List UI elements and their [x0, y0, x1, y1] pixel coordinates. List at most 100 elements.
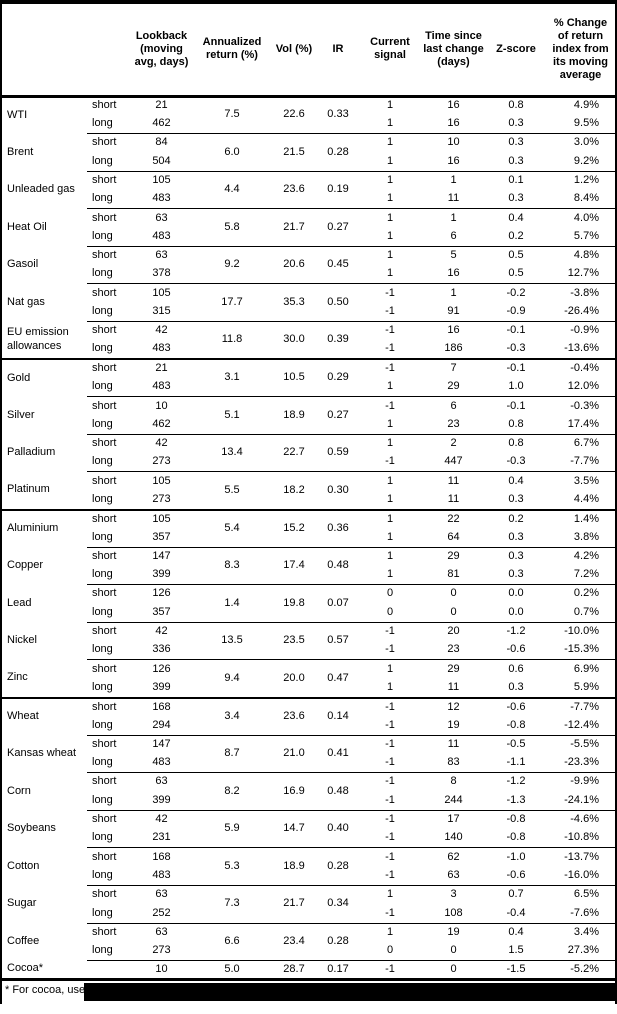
- horizon-label: long: [92, 492, 113, 505]
- horizon-label: short: [87, 170, 129, 190]
- z-score-value: -0.4: [506, 906, 526, 919]
- vol-value: 14.7: [270, 809, 318, 848]
- z-score-value: -0.1: [485, 321, 547, 341]
- days-since-change-value: 63: [447, 868, 460, 881]
- commodity-name: Platinum: [7, 483, 50, 496]
- commodity-name: Sugar: [7, 897, 37, 910]
- horizon-label: short: [87, 884, 129, 905]
- z-score-value: -0.6: [506, 868, 526, 881]
- days-since-change-value: 64: [447, 530, 460, 543]
- days-since-change-value: 8: [422, 772, 485, 792]
- ir-value: 0.33: [327, 108, 349, 121]
- horizon-label: long: [92, 455, 113, 468]
- days-since-change-value: 1: [422, 170, 485, 190]
- table-row: Brent short 84 6.0 21.5 0.28 1 10 0.3 3.0%: [2, 133, 615, 172]
- pct-change-value: 5.7%: [573, 229, 599, 242]
- horizon-label: long: [92, 305, 113, 318]
- footnote-text: * For cocoa, uses c: [5, 983, 100, 996]
- horizon-label: short: [87, 621, 129, 642]
- days-since-change-value: 23: [447, 643, 460, 656]
- ir-value: 0.50: [318, 283, 358, 322]
- days-since-change-value: 81: [447, 568, 460, 581]
- table-row: Lead short 126 1.4 19.8 0.07 0 0 0.0 0.2%: [2, 584, 615, 623]
- table-row: Corn short 63 8.2 16.9 0.48 -1 8 -1.2 -9.9%: [2, 772, 615, 811]
- commodity-name: Kansas wheat: [7, 747, 77, 760]
- z-score-value: 0.2: [508, 229, 524, 242]
- horizon-label: long: [92, 117, 113, 130]
- lookback-value: 462: [152, 417, 171, 430]
- pct-change-value: -13.6%: [564, 342, 599, 355]
- signal-value: 1: [358, 659, 422, 679]
- ir-value: 0.34: [318, 884, 358, 924]
- z-score-value: 0.3: [508, 680, 524, 693]
- pct-change-value: 9.5%: [573, 117, 599, 130]
- lookback-value: 126: [129, 584, 194, 604]
- annualized-return-value: 5.1: [194, 396, 270, 435]
- lookback-value: 42: [129, 321, 194, 341]
- signal-value: -1: [385, 718, 395, 731]
- days-since-change-value: 19: [447, 718, 460, 731]
- pct-change-value: 1.2%: [547, 170, 615, 190]
- signal-value: 1: [358, 922, 422, 942]
- days-since-change-value: 3: [422, 884, 485, 905]
- pct-change-value: -13.7%: [547, 847, 615, 867]
- days-since-change-value: 10: [422, 133, 485, 153]
- table-row: Wheat short 168 3.4 23.6 0.14 -1 12 -0.6 -7.7%: [2, 696, 615, 736]
- z-score-value: 0.1: [485, 170, 547, 190]
- lookback-value: 63: [129, 772, 194, 792]
- lookback-value: 399: [152, 568, 171, 581]
- pct-change-value: 5.9%: [573, 680, 599, 693]
- horizon-label: short: [87, 208, 129, 228]
- signal-value: 0: [386, 944, 394, 957]
- pct-change-value: 6.9%: [547, 659, 615, 679]
- signal-value: -1: [358, 396, 422, 416]
- ir-value: 0.59: [318, 433, 358, 472]
- z-score-value: 1.5: [508, 944, 524, 957]
- horizon-label: long: [92, 380, 113, 393]
- vol-value: 22.7: [270, 433, 318, 472]
- days-since-change-value: 29: [422, 546, 485, 566]
- annualized-return-value: 13.4: [194, 433, 270, 472]
- z-score-value: -0.8: [506, 831, 526, 844]
- annualized-return-value: 5.4: [194, 508, 270, 548]
- vol-value: 17.4: [270, 546, 318, 585]
- z-score-value: -0.8: [506, 718, 526, 731]
- vol-value: 16.9: [270, 772, 318, 811]
- signal-value: 1: [358, 508, 422, 529]
- ir-value: 0.28: [318, 133, 358, 172]
- z-score-value: -0.1: [485, 396, 547, 416]
- days-since-change-value: 22: [422, 508, 485, 529]
- z-score-value: 0.5: [508, 267, 524, 280]
- vol-value: 21.7: [270, 208, 318, 247]
- days-since-change-value: 140: [444, 831, 463, 844]
- ir-value: 0.30: [318, 471, 358, 510]
- signal-value: 1: [358, 170, 422, 190]
- lookback-value: 21: [129, 358, 194, 378]
- horizon-label: short: [87, 321, 129, 341]
- signal-value: 1: [386, 267, 394, 280]
- z-score-value: -1.3: [506, 793, 526, 806]
- horizon-label: short: [87, 584, 129, 604]
- signal-value: -1: [358, 809, 422, 830]
- table-row: Aluminium short 105 5.4 15.2 0.36 1 22 0.2 1.4%: [2, 508, 615, 548]
- table-row: Platinum short 105 5.5 18.2 0.30 1 11 0.4 3.5%: [2, 471, 615, 510]
- commodity-name: Copper: [7, 559, 44, 572]
- table-row: long 483 -1 83 -1.1 -23.3%: [2, 754, 615, 773]
- table-row: long 483 -1 186 -0.3 -13.6%: [2, 340, 615, 359]
- signal-value: 0: [386, 605, 394, 618]
- days-since-change-value: 6: [450, 229, 457, 242]
- signal-value: -1: [358, 847, 422, 867]
- days-since-change-value: 11: [447, 492, 460, 505]
- vol-value: 18.9: [270, 847, 318, 886]
- table-row: long 504 1 16 0.3 9.2%: [2, 152, 615, 171]
- commodity-name: Unleaded gas: [7, 183, 75, 196]
- pct-change-value: 0.7%: [573, 605, 599, 618]
- z-score-value: -0.6: [485, 696, 547, 717]
- z-score-value: 0.4: [485, 208, 547, 228]
- days-since-change-value: 1: [422, 208, 485, 228]
- table-row: long 315 -1 91 -0.9 -26.4%: [2, 303, 615, 322]
- days-since-change-value: 16: [447, 99, 460, 112]
- table-row: Soybeans short 42 5.9 14.7 0.40 -1 17 -0.8 -4.6%: [2, 809, 615, 848]
- signal-value: -1: [358, 358, 422, 378]
- lookback-value: 252: [152, 906, 171, 919]
